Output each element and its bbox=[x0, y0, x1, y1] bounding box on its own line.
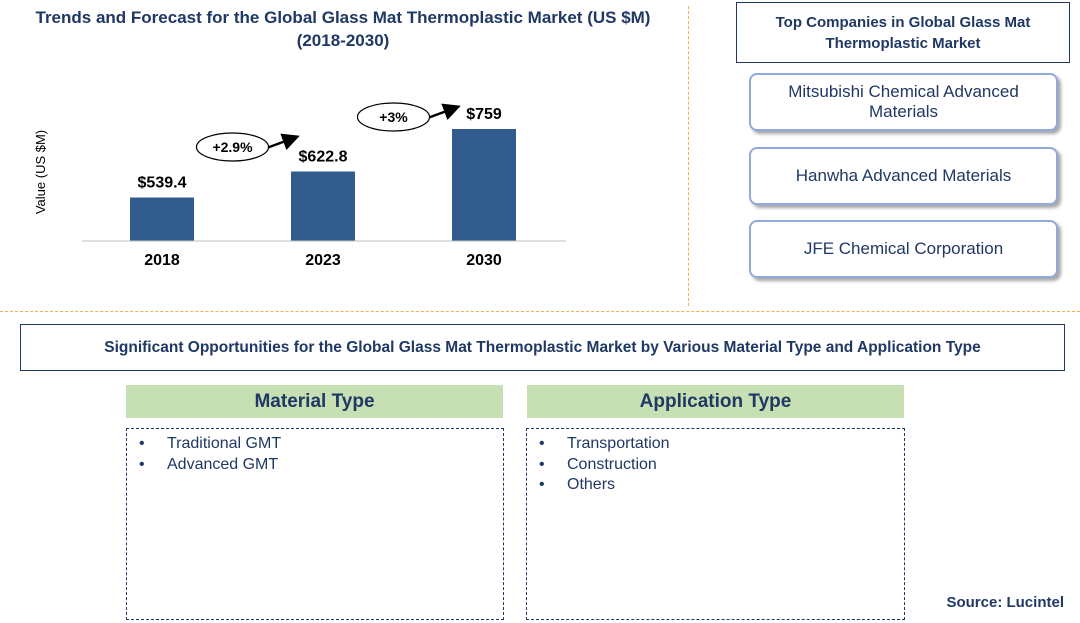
list-item-text: Transportation bbox=[567, 435, 670, 452]
companies-header: Top Companies in Global Glass Mat Thermo… bbox=[736, 2, 1070, 63]
company-box-2: Hanwha Advanced Materials bbox=[749, 147, 1058, 205]
source-label: Source: Lucintel bbox=[946, 594, 1064, 611]
x-tick-label: 2018 bbox=[144, 252, 180, 269]
growth-label: +2.9% bbox=[212, 139, 253, 155]
growth-label: +3% bbox=[379, 109, 408, 125]
list-item: • Construction bbox=[539, 455, 657, 473]
list-item: • Transportation bbox=[539, 435, 670, 452]
growth-annotation: +2.9% bbox=[195, 132, 300, 162]
opportunities-header: Significant Opportunities for the Global… bbox=[20, 324, 1065, 371]
company-box-1: Mitsubishi Chemical Advanced Materials bbox=[749, 73, 1058, 131]
x-tick-label: 2030 bbox=[466, 252, 502, 269]
vertical-divider bbox=[688, 6, 689, 306]
list-item-text: Construction bbox=[567, 455, 657, 473]
growth-ellipse bbox=[356, 102, 431, 132]
bar-value-label: $759 bbox=[466, 106, 502, 123]
bar-chart: $539.4 2018 $622.8 2023 $759 2030 +2.9% +3% Va… bbox=[33, 102, 566, 269]
bar-2018 bbox=[130, 197, 194, 241]
material-type-list-box: • Traditional GMT • Advanced GMT bbox=[126, 428, 504, 620]
bar-2030 bbox=[452, 129, 516, 241]
bar-2023 bbox=[291, 171, 355, 241]
company-box-3: JFE Chemical Corporation bbox=[749, 220, 1058, 278]
application-type-list-box: • Transportation • Construction • Others bbox=[526, 428, 905, 620]
chart-subtitle: (2018-2030) bbox=[296, 31, 390, 50]
x-tick-label: 2023 bbox=[305, 252, 341, 269]
list-item: • Advanced GMT bbox=[139, 455, 279, 473]
application-type-header: Application Type bbox=[527, 385, 904, 418]
list-item-text: Traditional GMT bbox=[167, 435, 282, 452]
horizontal-divider bbox=[0, 311, 1080, 312]
bar-value-label: $622.8 bbox=[299, 148, 348, 165]
list-item-text: Advanced GMT bbox=[167, 455, 279, 473]
list-item: • Others bbox=[539, 476, 616, 493]
chart-title-main: Trends and Forecast for the Global Glass… bbox=[35, 8, 651, 27]
bar-value-label: $539.4 bbox=[138, 175, 187, 192]
material-type-header: Material Type bbox=[126, 385, 503, 418]
y-axis-label: Value (US $M) bbox=[33, 130, 48, 214]
chart-title: Trends and Forecast for the Global Glass… bbox=[0, 6, 686, 52]
list-item: • Traditional GMT bbox=[139, 435, 282, 452]
growth-annotation: +3% bbox=[356, 102, 461, 132]
growth-ellipse bbox=[195, 132, 270, 162]
list-item-text: Others bbox=[567, 476, 616, 493]
